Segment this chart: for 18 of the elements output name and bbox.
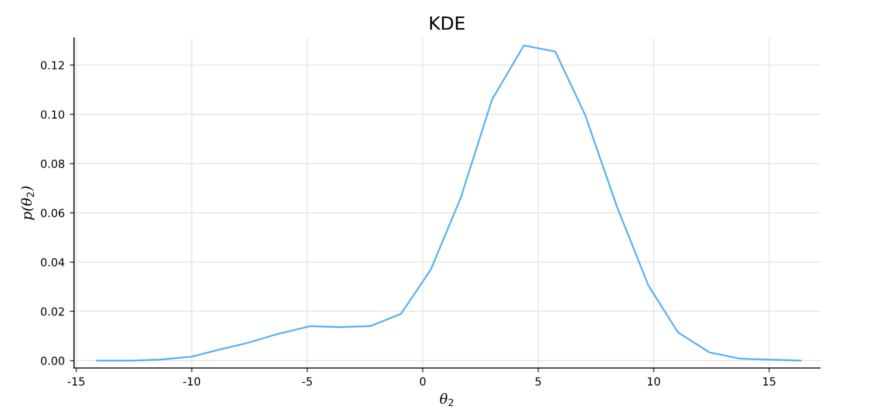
x-tick-label: 5 (536, 377, 541, 386)
x-tick-label: 0 (420, 377, 426, 386)
y-tick-label: 0.02 (40, 307, 64, 316)
y-axis-title: p(θ$_{2}$) (20, 186, 35, 220)
x-tick-label: -10 (183, 377, 200, 386)
chart-title: KDE (430, 16, 464, 30)
y-tick-label: 0.06 (40, 208, 64, 218)
x-tick-label: -5 (302, 377, 312, 386)
x-tick-label: 15 (763, 377, 776, 386)
x-tick-label: -15 (68, 377, 84, 386)
y-tick-label: 0.10 (40, 110, 64, 119)
y-tick-label: 0.12 (40, 61, 64, 70)
line-series (96, 44, 802, 362)
y-tick-label: 0.08 (40, 160, 64, 168)
y-tick-label: 0.00 (40, 356, 64, 365)
y-tick-label: 0.04 (40, 258, 64, 266)
x-tick-label: 10 (648, 377, 660, 386)
x-axis-title: θ$_{2}$ (440, 393, 454, 406)
